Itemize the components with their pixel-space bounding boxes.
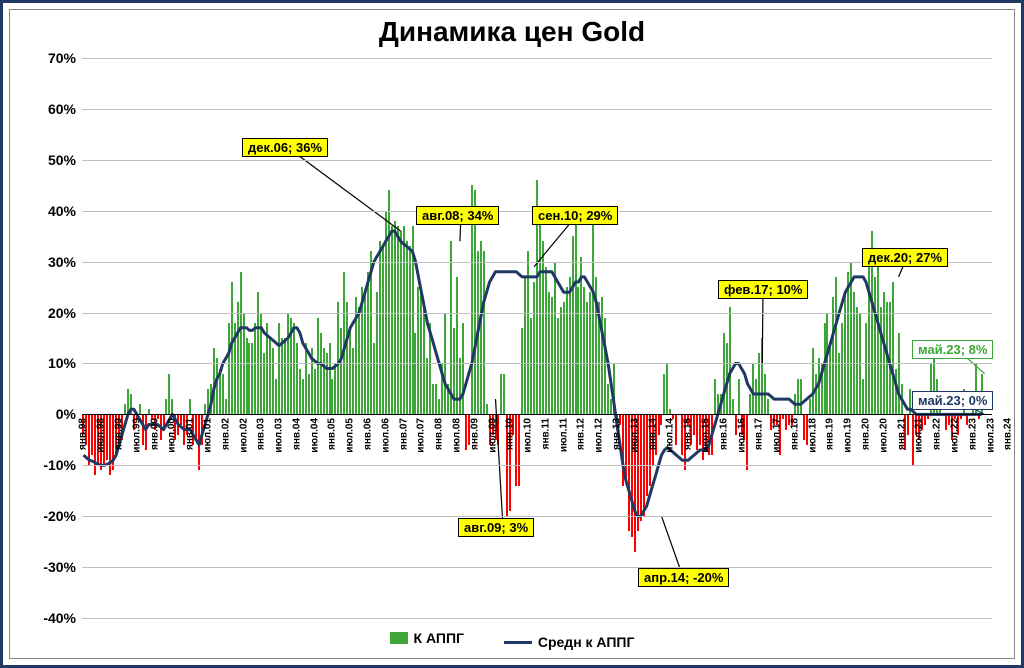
x-tick-label: июл.19: [843, 418, 854, 453]
callout-label: апр.14; -20%: [638, 568, 729, 587]
x-tick-label: июл.17: [772, 418, 783, 453]
x-tick-label: янв.15: [683, 418, 694, 450]
y-tick-label: 40%: [48, 203, 82, 219]
x-tick-label: июл.10: [523, 418, 534, 453]
callout-label: май.23; 8%: [912, 340, 993, 359]
legend-label-bars: К АППГ: [414, 630, 464, 646]
chart-title: Динамика цен Gold: [10, 16, 1014, 48]
x-tick-label: июл.21: [914, 418, 925, 453]
x-tick-label: янв.11: [540, 418, 551, 449]
x-tick-label: июл.02: [238, 418, 249, 453]
callout-label: дек.06; 36%: [242, 138, 328, 157]
x-tick-label: июл.04: [309, 418, 320, 453]
x-tick-label: янв.19: [825, 418, 836, 450]
x-tick-label: июл.16: [736, 418, 747, 453]
x-tick-label: июл.03: [274, 418, 285, 453]
x-tick-label: июл.11: [558, 418, 569, 452]
callout-label: дек.20; 27%: [862, 248, 948, 267]
x-tick-label: июл.14: [665, 418, 676, 453]
x-tick-label: янв.10: [505, 418, 516, 450]
x-tick-label: июл.99: [131, 418, 142, 453]
x-tick-label: янв.18: [789, 418, 800, 450]
legend-swatch-bar: [390, 632, 408, 644]
x-tick-label: янв.06: [363, 418, 374, 450]
legend-label-line: Средн к АППГ: [538, 634, 635, 650]
x-tick-label: янв.08: [434, 418, 445, 450]
x-tick-label: июл.00: [167, 418, 178, 453]
x-tick-label: янв.99: [114, 418, 125, 450]
x-tick-label: янв.04: [291, 418, 302, 450]
y-tick-label: -40%: [43, 610, 82, 626]
y-tick-label: -20%: [43, 508, 82, 524]
x-tick-label: янв.14: [647, 418, 658, 450]
y-tick-label: 0%: [56, 406, 82, 422]
x-tick-label: янв.13: [612, 418, 623, 450]
callout-label: сен.10; 29%: [532, 206, 618, 225]
legend-item-bars: К АППГ: [390, 630, 464, 646]
plot-area: янв.98июл.98янв.99июл.99янв.00июл.00янв.…: [82, 58, 992, 618]
x-tick-label: янв.17: [754, 418, 765, 450]
x-tick-label: янв.03: [256, 418, 267, 450]
x-tick-label: июл.12: [594, 418, 605, 453]
x-tick-label: янв.21: [896, 418, 907, 450]
x-tick-label: июл.23: [985, 418, 996, 453]
callout-label: май.23; 0%: [912, 391, 993, 410]
x-tick-label: янв.12: [576, 418, 587, 450]
x-tick-label: июл.08: [451, 418, 462, 453]
callout-leader-layer: [82, 58, 992, 618]
x-tick-label: июл.22: [949, 418, 960, 453]
x-tick-label: июл.06: [380, 418, 391, 453]
y-tick-label: 30%: [48, 254, 82, 270]
legend-item-line: Средн к АППГ: [504, 634, 635, 650]
legend-swatch-line: [504, 641, 532, 644]
x-tick-label: янв.02: [220, 418, 231, 450]
chart-outer-frame: Динамика цен Gold янв.98 июл.98 янв.99 июл.…: [0, 0, 1024, 668]
x-tick-label: июл.07: [416, 418, 427, 453]
x-tick-label: янв.00: [149, 418, 160, 450]
y-tick-label: 50%: [48, 152, 82, 168]
y-tick-label: 70%: [48, 50, 82, 66]
y-tick-label: -10%: [43, 457, 82, 473]
x-tick-label: янв.09: [469, 418, 480, 450]
y-tick-label: -30%: [43, 559, 82, 575]
x-tick-label: июл.09: [487, 418, 498, 453]
x-tick-label: июл.15: [700, 418, 711, 453]
callout-label: авг.08; 34%: [416, 206, 499, 225]
x-tick-label: июл.05: [345, 418, 356, 453]
x-tick-label: янв.23: [967, 418, 978, 450]
x-tick-label: янв.07: [398, 418, 409, 450]
x-tick-label: янв.20: [861, 418, 872, 450]
callout-leader: [762, 289, 763, 363]
chart-inner-frame: Динамика цен Gold янв.98 июл.98 янв.99 июл.…: [9, 9, 1015, 659]
x-tick-label: янв.22: [932, 418, 943, 450]
callout-label: авг.09; 3%: [458, 518, 534, 537]
y-tick-label: 60%: [48, 101, 82, 117]
x-tick-label: июл.13: [629, 418, 640, 453]
x-tick-label: янв.16: [718, 418, 729, 450]
x-tick-label: июл.01: [202, 418, 213, 453]
x-tick-label: июл.20: [878, 418, 889, 453]
x-tick-label: янв.98: [78, 418, 89, 450]
y-tick-label: 20%: [48, 305, 82, 321]
x-tick-label: янв.05: [327, 418, 338, 450]
legend: К АППГ Средн к АППГ: [10, 630, 1014, 651]
x-tick-label: июл.18: [807, 418, 818, 453]
x-tick-label: июл.98: [96, 418, 107, 453]
x-tick-label: янв.24: [1003, 418, 1014, 450]
y-tick-label: 10%: [48, 355, 82, 371]
callout-label: фев.17; 10%: [718, 280, 808, 299]
x-tick-label: янв.01: [185, 418, 196, 450]
